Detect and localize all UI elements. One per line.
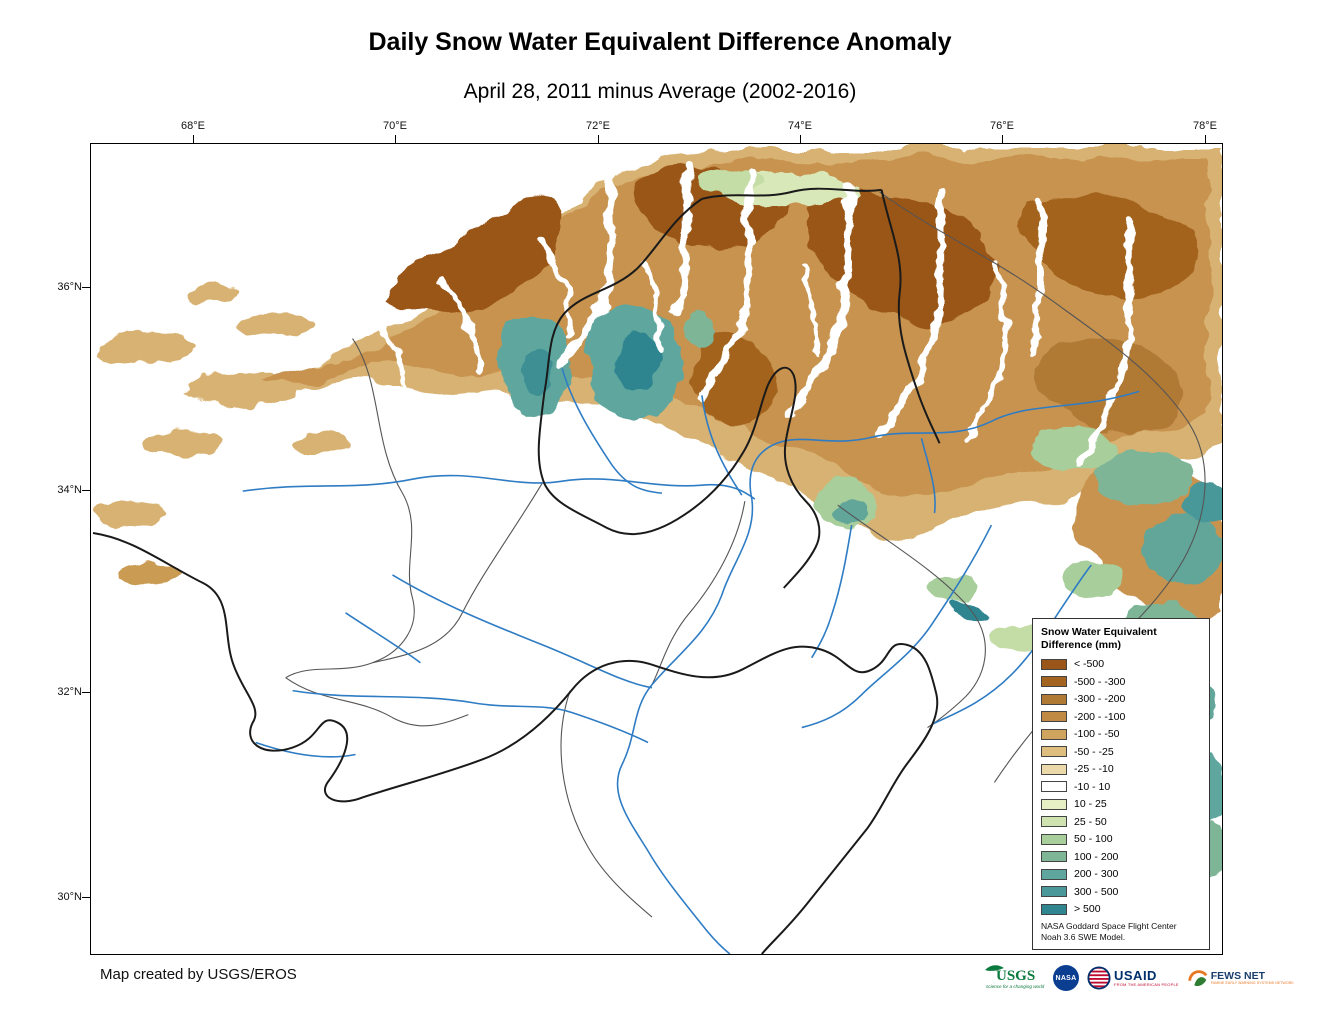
latitude-tick [82,287,90,288]
nasa-logo: NASA [1053,965,1079,991]
legend-item-label: -100 - -50 [1074,728,1120,741]
legend-swatch [1041,746,1067,758]
usgs-logo: USGS science for a changing world [983,961,1045,996]
legend-item-label: -50 - -25 [1074,745,1114,758]
longitude-tick [193,135,194,143]
legend-title: Snow Water Equivalent Difference (mm) [1041,626,1201,652]
legend-item: -25 - -10 [1041,763,1201,775]
legend-item: -200 - -100 [1041,711,1201,723]
legend-item-label: -500 - -300 [1074,675,1126,688]
legend-item: 100 - 200 [1041,851,1201,863]
legend-swatch [1041,868,1067,880]
legend-swatch [1041,781,1067,793]
legend-swatch [1041,851,1067,863]
longitude-label: 76°E [990,120,1014,132]
legend-item-label: -10 - 10 [1074,780,1111,793]
map-graphic [91,144,1222,954]
longitude-tick [800,135,801,143]
legend-item: 10 - 25 [1041,798,1201,810]
legend-swatch [1041,886,1067,898]
longitude-label: 70°E [383,120,407,132]
latitude-tick [82,692,90,693]
latitude-tick [82,490,90,491]
latitude-label: 30°N [57,891,82,903]
longitude-tick [598,135,599,143]
longitude-label: 74°E [788,120,812,132]
legend-item-label: 50 - 100 [1074,833,1113,846]
legend-swatch [1041,816,1067,828]
longitude-label: 72°E [586,120,610,132]
legend-swatch [1041,903,1067,915]
legend-item-label: 200 - 300 [1074,868,1119,881]
legend-item-label: 100 - 200 [1074,850,1119,863]
legend: Snow Water Equivalent Difference (mm) < … [1032,618,1210,950]
legend-title-line1: Snow Water Equivalent [1041,626,1157,638]
fews-leaf-icon [1188,970,1208,987]
legend-item: -100 - -50 [1041,728,1201,740]
longitude-tick [395,135,396,143]
map-frame [90,143,1223,955]
legend-swatch [1041,833,1067,845]
legend-item-label: -25 - -10 [1074,763,1114,776]
legend-item: -50 - -25 [1041,746,1201,758]
legend-item: 25 - 50 [1041,816,1201,828]
legend-note-line1: NASA Goddard Space Flight Center [1041,920,1177,931]
usaid-logo: USAID FROM THE AMERICAN PEOPLE [1087,966,1179,990]
legend-item-label: -200 - -100 [1074,710,1126,723]
legend-items: < -500 -500 - -300 -300 - -200 -200 - -100 -… [1041,658,1201,915]
legend-item: -300 - -200 [1041,693,1201,705]
legend-item: 300 - 500 [1041,886,1201,898]
legend-item: < -500 [1041,658,1201,670]
legend-swatch [1041,711,1067,723]
usaid-logo-tagline: FROM THE AMERICAN PEOPLE [1114,982,1179,987]
legend-item: -500 - -300 [1041,676,1201,688]
legend-item: > 500 [1041,903,1201,915]
legend-item-label: 10 - 25 [1074,798,1107,811]
legend-item: -10 - 10 [1041,781,1201,793]
longitude-label: 78°E [1193,120,1217,132]
usaid-logo-text: USAID [1114,968,1157,983]
page-title: Daily Snow Water Equivalent Difference A… [368,28,952,56]
latitude-tick [82,897,90,898]
legend-swatch [1041,798,1067,810]
usaid-emblem-icon [1087,966,1111,990]
legend-item-label: 25 - 50 [1074,815,1107,828]
nasa-logo-text: NASA [1055,974,1077,982]
usgs-logo-tagline: science for a changing world [986,984,1045,989]
legend-note-line2: Noah 3.6 SWE Model. [1041,931,1126,942]
latitude-label: 36°N [57,281,82,293]
latitude-label: 34°N [57,484,82,496]
fews-net-logo: FEWS NET FAMINE EARLY WARNING SYSTEMS NE… [1187,967,1294,989]
logo-bar: USGS science for a changing world NASA U… [983,958,1294,998]
map-credit: Map created by USGS/EROS [100,966,297,983]
longitude-tick [1002,135,1003,143]
fews-net-logo-text: FEWS NET [1210,969,1265,982]
legend-item-label: 300 - 500 [1074,885,1119,898]
legend-item: 200 - 300 [1041,868,1201,880]
map-valley-dendrites [370,147,1135,469]
legend-item: 50 - 100 [1041,833,1201,845]
legend-swatch [1041,728,1067,740]
legend-swatch [1041,763,1067,775]
latitude-label: 32°N [57,686,82,698]
legend-swatch [1041,676,1067,688]
legend-item-label: < -500 [1074,658,1105,671]
longitude-label: 68°E [181,120,205,132]
usgs-wave-icon [985,964,1004,971]
map-watershed-boundaries [92,187,941,954]
legend-swatch [1041,693,1067,705]
legend-title-line2: Difference (mm) [1041,639,1121,652]
legend-swatch [1041,658,1067,670]
legend-item-label: -300 - -200 [1074,693,1126,706]
page-subtitle: April 28, 2011 minus Average (2002-2016) [463,80,857,103]
fews-net-logo-tagline: FAMINE EARLY WARNING SYSTEMS NETWORK [1210,981,1294,985]
longitude-tick [1205,135,1206,143]
legend-note: NASA Goddard Space Flight Center Noah 3.… [1041,921,1201,943]
map-rivers [242,368,1210,954]
usgs-logo-text: USGS [996,968,1035,984]
legend-item-label: > 500 [1074,903,1101,916]
